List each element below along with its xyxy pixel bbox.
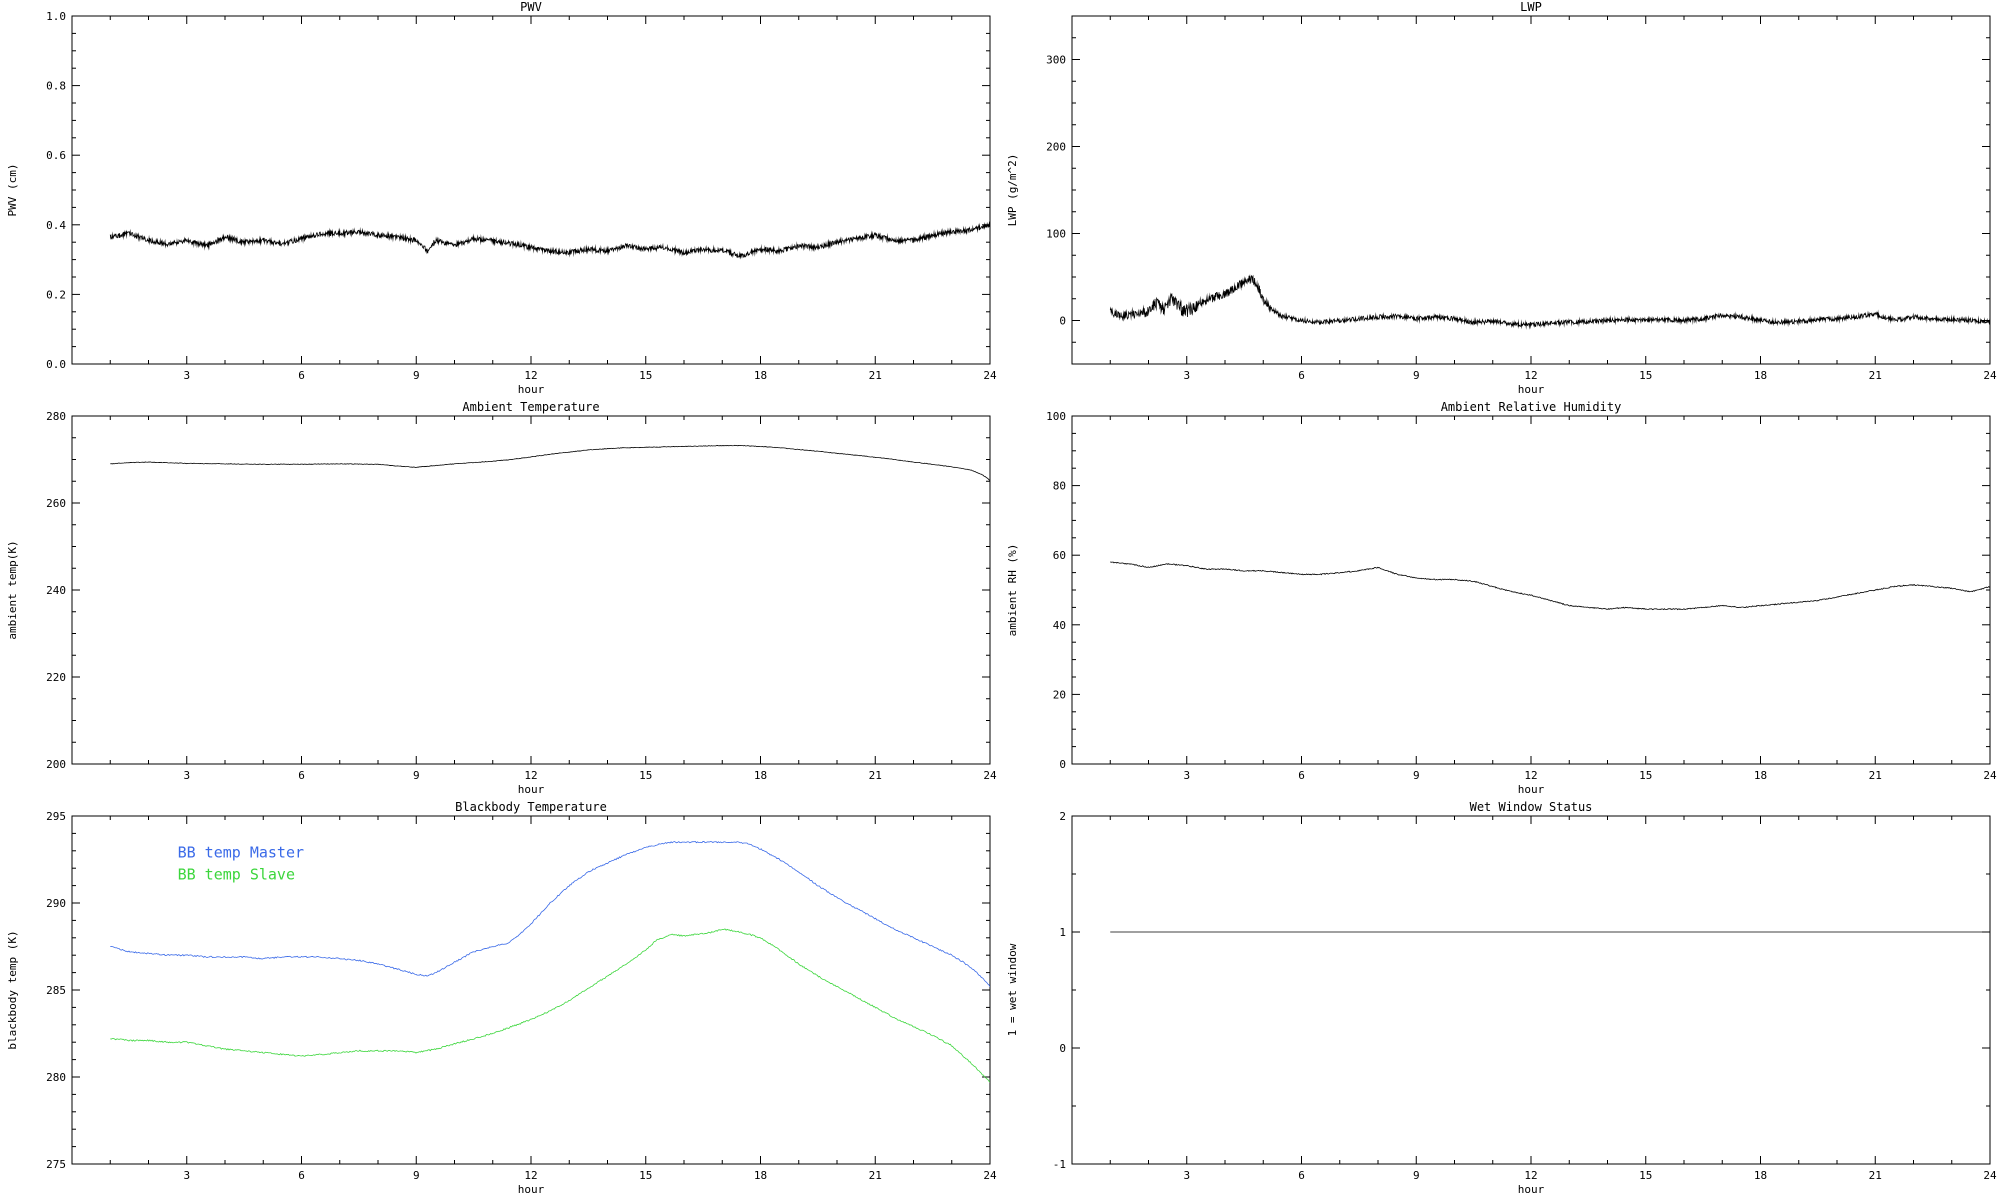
ambient-relative-humidity-chart bbox=[1000, 400, 2000, 800]
pwv-chart bbox=[0, 0, 1000, 400]
lwp-chart bbox=[1000, 0, 2000, 400]
wet-window-status-chart bbox=[1000, 800, 2000, 1200]
ambient-temperature-chart bbox=[0, 400, 1000, 800]
blackbody-temperature-chart bbox=[0, 800, 1000, 1200]
